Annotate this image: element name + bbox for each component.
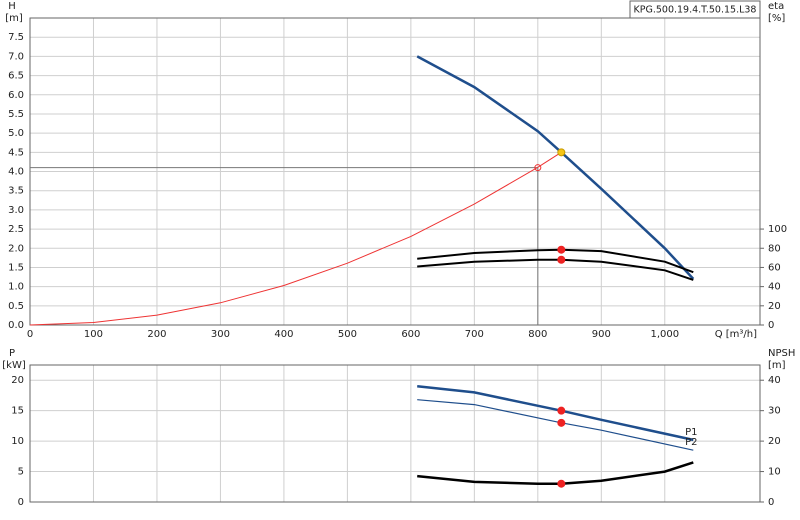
y-axis-label: H: [8, 1, 16, 12]
y-axis-unit: [kW]: [2, 360, 26, 371]
curve-label: P1: [685, 427, 697, 438]
x-tick-label: 200: [147, 329, 166, 340]
x-tick-label: 600: [401, 329, 420, 340]
y2-tick-label: 80: [768, 243, 781, 254]
x-tick-label: 500: [338, 329, 357, 340]
y2-axis-label: eta: [768, 1, 784, 12]
y2-tick-label: 20: [768, 301, 781, 312]
y-tick-label: 1.5: [8, 262, 24, 273]
y-tick-label: 20: [11, 375, 24, 386]
y-tick-label: 4.0: [8, 167, 24, 178]
y2-tick-label: 30: [768, 406, 781, 417]
y2-tick-label: 0: [768, 497, 774, 508]
y2-tick-label: 40: [768, 375, 781, 386]
x-tick-label: 100: [84, 329, 103, 340]
y-tick-label: 15: [11, 406, 24, 417]
x-tick-label: 1,000: [650, 329, 679, 340]
y2-tick-label: 20: [768, 436, 781, 447]
y-tick-label: 1.0: [8, 282, 24, 293]
y-axis-unit: [m]: [5, 13, 23, 24]
curve-label: P2: [685, 437, 697, 448]
y-tick-label: 5: [18, 467, 24, 478]
x-tick-label: 400: [274, 329, 293, 340]
x-tick-label: 300: [211, 329, 230, 340]
y-tick-label: 5.5: [8, 109, 24, 120]
operating-point: [557, 255, 566, 264]
y-tick-label: 10: [11, 436, 24, 447]
plot-frame: [29, 364, 761, 503]
y-tick-label: 0: [18, 497, 24, 508]
y-tick-label: 6.5: [8, 71, 24, 82]
y-tick-label: 4.5: [8, 147, 24, 158]
reference-point: [534, 164, 542, 172]
y2-tick-label: 40: [768, 282, 781, 293]
x-tick-label: 0: [27, 329, 33, 340]
operating-point: [557, 418, 566, 427]
annotation: KPG.500.19.4.T.50.15.L38: [634, 5, 757, 16]
operating-point: [557, 479, 566, 488]
y-tick-label: 5.0: [8, 128, 24, 139]
y-tick-label: 7.5: [8, 32, 24, 43]
y-tick-label: 7.0: [8, 51, 24, 62]
curve: [29, 151, 562, 326]
y2-tick-label: 60: [768, 262, 781, 273]
plot-area: [30, 365, 760, 502]
annotation-box: [629, 0, 761, 19]
operating-point: [557, 245, 566, 254]
x-tick-label: 800: [528, 329, 547, 340]
y2-axis-unit: [m]: [768, 360, 786, 371]
y2-axis-label: NPSH: [768, 348, 795, 359]
y2-tick-label: 100: [768, 224, 787, 235]
x-axis-label: Q [m³/h]: [715, 329, 757, 340]
y-tick-label: 3.5: [8, 186, 24, 197]
y-tick-label: 0.0: [8, 320, 24, 331]
y2-tick-label: 10: [768, 467, 781, 478]
y2-axis-unit: [%]: [768, 13, 785, 24]
y2-tick-label: 0: [768, 320, 774, 331]
x-tick-label: 900: [592, 329, 611, 340]
x-tick-label: 700: [465, 329, 484, 340]
y-tick-label: 2.5: [8, 224, 24, 235]
y-tick-label: 6.0: [8, 90, 24, 101]
y-tick-label: 3.0: [8, 205, 24, 216]
y-tick-label: 2.0: [8, 243, 24, 254]
y-axis-label: P: [9, 348, 15, 359]
operating-point: [557, 148, 566, 157]
y-tick-label: 0.5: [8, 301, 24, 312]
operating-point: [557, 406, 566, 415]
plot-frame: [29, 17, 761, 326]
